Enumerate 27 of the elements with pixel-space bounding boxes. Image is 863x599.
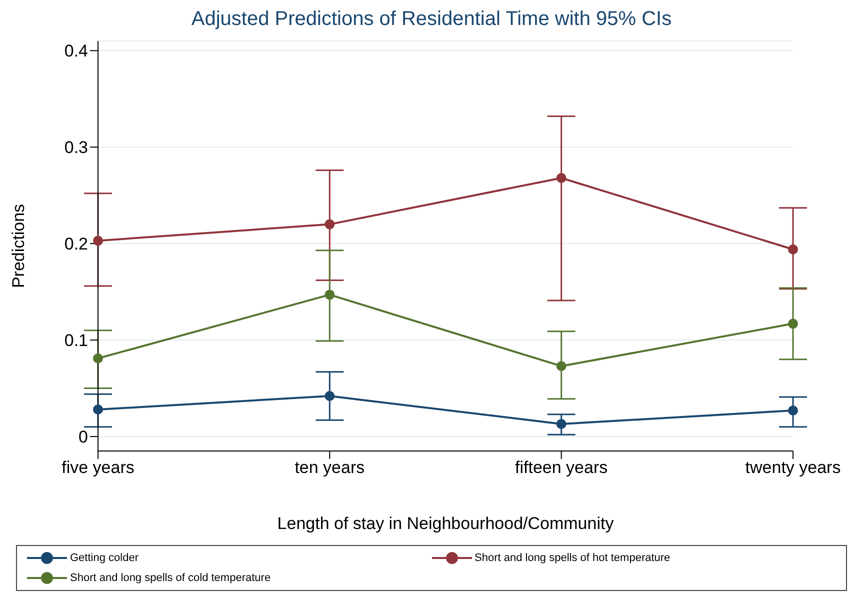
x-axis-title: Length of stay in Neighbourhood/Community [277,514,614,533]
point [324,219,335,230]
point [556,418,566,429]
point [788,318,798,329]
x-tick-label: five years [62,458,134,478]
point [556,172,566,183]
y-tick-label: 0 [78,428,88,447]
legend-label: Short and long spells of cold temperature [70,572,271,584]
legend-label: Short and long spells of hot temperature [474,552,670,564]
point [93,404,103,415]
point [324,290,335,300]
point [788,244,798,254]
x-tick-label: twenty years [745,458,841,478]
point [93,353,103,364]
y-tick-label: 0.1 [64,331,88,350]
y-tick-label: 0.2 [64,234,88,254]
point [93,236,103,246]
x-tick-label: fifteen years [515,458,608,478]
point [788,405,798,416]
point [556,361,566,372]
legend-label: Getting colder [70,552,138,564]
y-tick-label: 0.3 [64,138,88,158]
point [324,391,335,402]
y-axis-title: Predictions [9,204,28,288]
y-tick-label: 0.4 [64,42,88,61]
x-tick-label: ten years [294,458,365,478]
chart-title: Adjusted Predictions of Residential Time with 95% CIs [190,8,673,31]
